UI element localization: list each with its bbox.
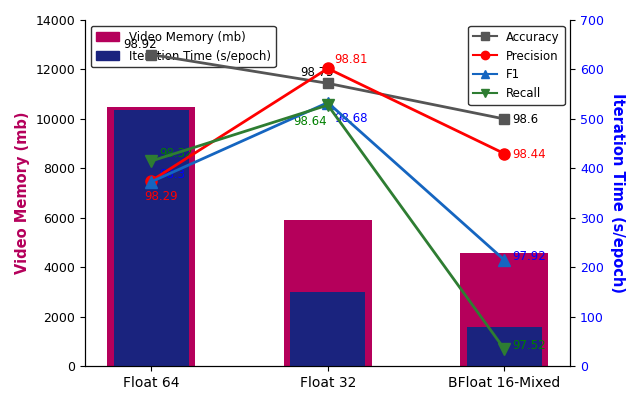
Text: 98.81: 98.81 [335,53,368,66]
Text: 98.75: 98.75 [300,66,333,79]
Text: 98.29: 98.29 [145,190,178,203]
Bar [108,107,195,366]
Legend: Video Memory (mb), Iteration Time (s/epoch): Video Memory (mb), Iteration Time (s/epo… [91,26,276,67]
Bar [114,110,189,366]
Text: 98.6: 98.6 [513,113,539,126]
Text: 98.44: 98.44 [513,148,546,161]
Text: 98.32: 98.32 [159,147,193,160]
Legend: Accuracy, Precision, F1, Recall: Accuracy, Precision, F1, Recall [468,26,564,105]
Text: 98.92: 98.92 [124,38,157,51]
Y-axis label: Video Memory (mb): Video Memory (mb) [15,112,30,275]
Y-axis label: Iteration Time (s/epoch): Iteration Time (s/epoch) [610,93,625,293]
Text: 98.64: 98.64 [293,115,326,128]
Text: 98.68: 98.68 [335,112,368,125]
Bar [284,220,372,366]
Bar [291,292,365,366]
Bar [467,327,542,366]
Bar [460,252,548,366]
Text: 98.3: 98.3 [159,168,186,181]
Text: 97.92: 97.92 [513,250,547,263]
Text: 97.52: 97.52 [513,339,546,352]
